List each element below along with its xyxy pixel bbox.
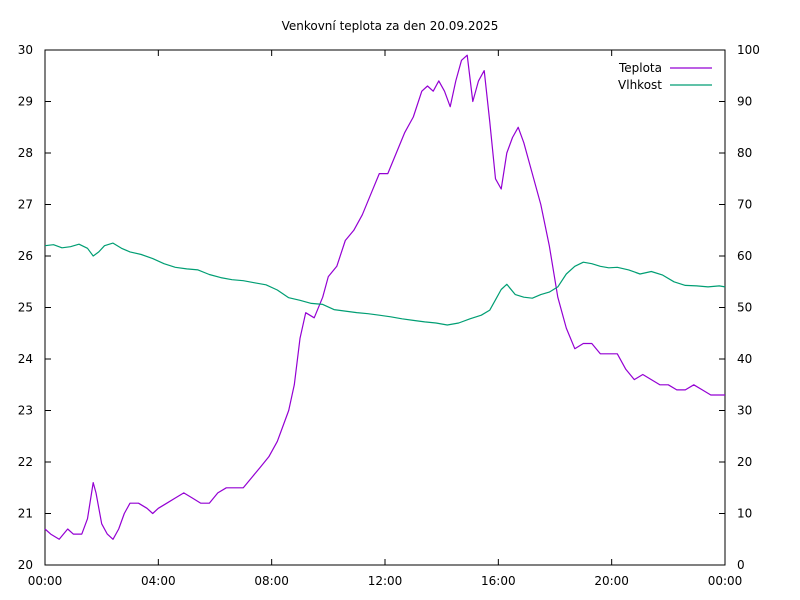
y2-tick-label: 50 (737, 301, 752, 315)
x-tick-label: 12:00 (368, 574, 403, 588)
series-layer (44, 54, 726, 540)
y-tick-label: 29 (18, 95, 33, 109)
plot-border (44, 49, 726, 566)
y2-tick-label: 40 (737, 352, 752, 366)
y-tick-label: 23 (18, 404, 33, 418)
x-tick-label: 00:00 (28, 574, 63, 588)
series-line-teplota (44, 54, 725, 540)
x-axis: 00:00 04:00 08:00 12:00 16:00 20:00 00:00 (28, 50, 743, 588)
y-axis-left: 20 21 22 23 24 25 26 27 28 29 30 (18, 43, 51, 572)
x-tick-label: 20:00 (594, 574, 629, 588)
legend-label: Vlhkost (618, 78, 662, 92)
x-tick-label: 16:00 (481, 574, 516, 588)
y-tick-label: 25 (18, 301, 33, 315)
y2-tick-label: 70 (737, 198, 752, 212)
y-tick-label: 27 (18, 198, 33, 212)
chart-title: Venkovní teplota za den 20.09.2025 (282, 19, 499, 33)
y2-tick-label: 90 (737, 95, 752, 109)
y-tick-label: 24 (18, 352, 33, 366)
y2-tick-label: 80 (737, 146, 752, 160)
series-line-vlhkost (44, 242, 726, 326)
legend: Teplota Vlhkost (618, 61, 712, 92)
y2-tick-label: 20 (737, 455, 752, 469)
y-tick-label: 28 (18, 146, 33, 160)
y-tick-label: 30 (18, 43, 33, 57)
x-tick-label: 04:00 (141, 574, 176, 588)
y-tick-label: 20 (18, 558, 33, 572)
y2-tick-label: 10 (737, 507, 752, 521)
y-tick-label: 22 (18, 455, 33, 469)
y-tick-label: 21 (18, 507, 33, 521)
y-axis-right: 0 10 20 30 40 50 60 70 80 90 100 (719, 43, 760, 572)
x-tick-label: 08:00 (254, 574, 289, 588)
y-tick-label: 26 (18, 249, 33, 263)
legend-label: Teplota (618, 61, 662, 75)
y2-tick-label: 30 (737, 404, 752, 418)
plot-frame (44, 49, 726, 566)
y2-tick-label: 0 (737, 558, 745, 572)
y2-tick-label: 100 (737, 43, 760, 57)
y2-tick-label: 60 (737, 249, 752, 263)
x-tick-label: 00:00 (708, 574, 743, 588)
